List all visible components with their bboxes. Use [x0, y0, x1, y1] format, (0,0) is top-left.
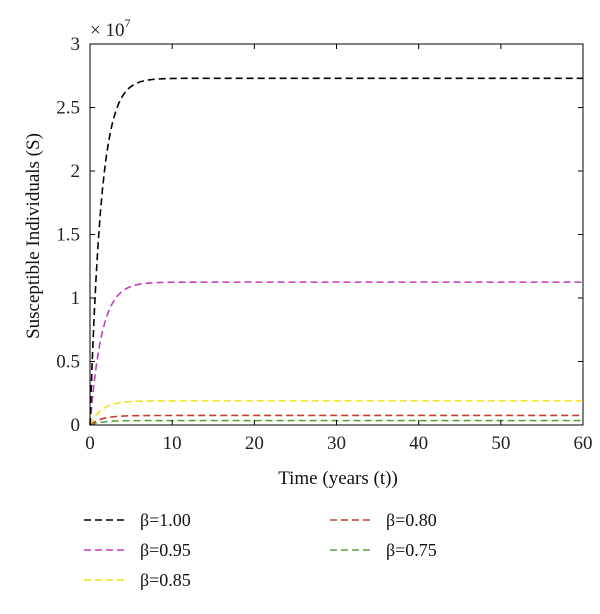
y-axis-title: Susceptible Individuals (S)	[23, 133, 44, 339]
legend-label: β=0.85	[140, 570, 191, 590]
y-tick-label: 2.5	[56, 98, 80, 119]
x-tick-label: 10	[163, 433, 182, 454]
x-tick-label: 40	[409, 433, 428, 454]
legend: β=1.00 β=0.95 β=0.85 β=0.80 β=0.75	[84, 510, 437, 590]
y-tick-label: 1.5	[56, 225, 80, 246]
series-line-0	[89, 77, 583, 426]
y-axis: 0 0.5 1 1.5 2 2.5 3	[56, 34, 583, 436]
x-axis: 0 10 20 30 40 50 60	[85, 44, 593, 454]
y-tick-label: 0	[71, 415, 81, 436]
legend-item: β=1.00	[84, 510, 191, 530]
x-tick-label: 60	[574, 433, 593, 454]
legend-item: β=0.95	[84, 540, 191, 560]
x-axis-title: Time (years (t))	[278, 468, 398, 489]
legend-item: β=0.85	[84, 570, 191, 590]
x-tick-label: 50	[491, 433, 510, 454]
legend-item: β=0.75	[330, 540, 437, 560]
y-tick-label: 0.5	[56, 352, 80, 373]
x-tick-label: 20	[245, 433, 264, 454]
plot-area: 0 10 20 30 40 50 60 0 0.5 1 1.5 2 2.5 3	[56, 34, 592, 454]
x-tick-label: 30	[327, 433, 346, 454]
y-axis-multiplier-exponent: 7	[124, 16, 130, 30]
legend-label: β=0.80	[386, 510, 437, 530]
x-tick-label: 0	[85, 433, 95, 454]
y-tick-label: 1	[71, 288, 81, 309]
legend-label: β=0.95	[140, 540, 191, 560]
series-line-2	[89, 400, 583, 426]
series-line-1	[89, 281, 583, 426]
legend-item: β=0.80	[330, 510, 437, 530]
legend-label: β=0.75	[386, 540, 437, 560]
legend-label: β=1.00	[140, 510, 191, 530]
y-tick-label: 2	[71, 161, 81, 182]
series-line-3	[89, 414, 583, 426]
plot-frame	[89, 43, 584, 426]
y-axis-multiplier: × 107	[90, 16, 130, 41]
series-group	[89, 77, 583, 426]
y-tick-label: 3	[71, 34, 81, 55]
